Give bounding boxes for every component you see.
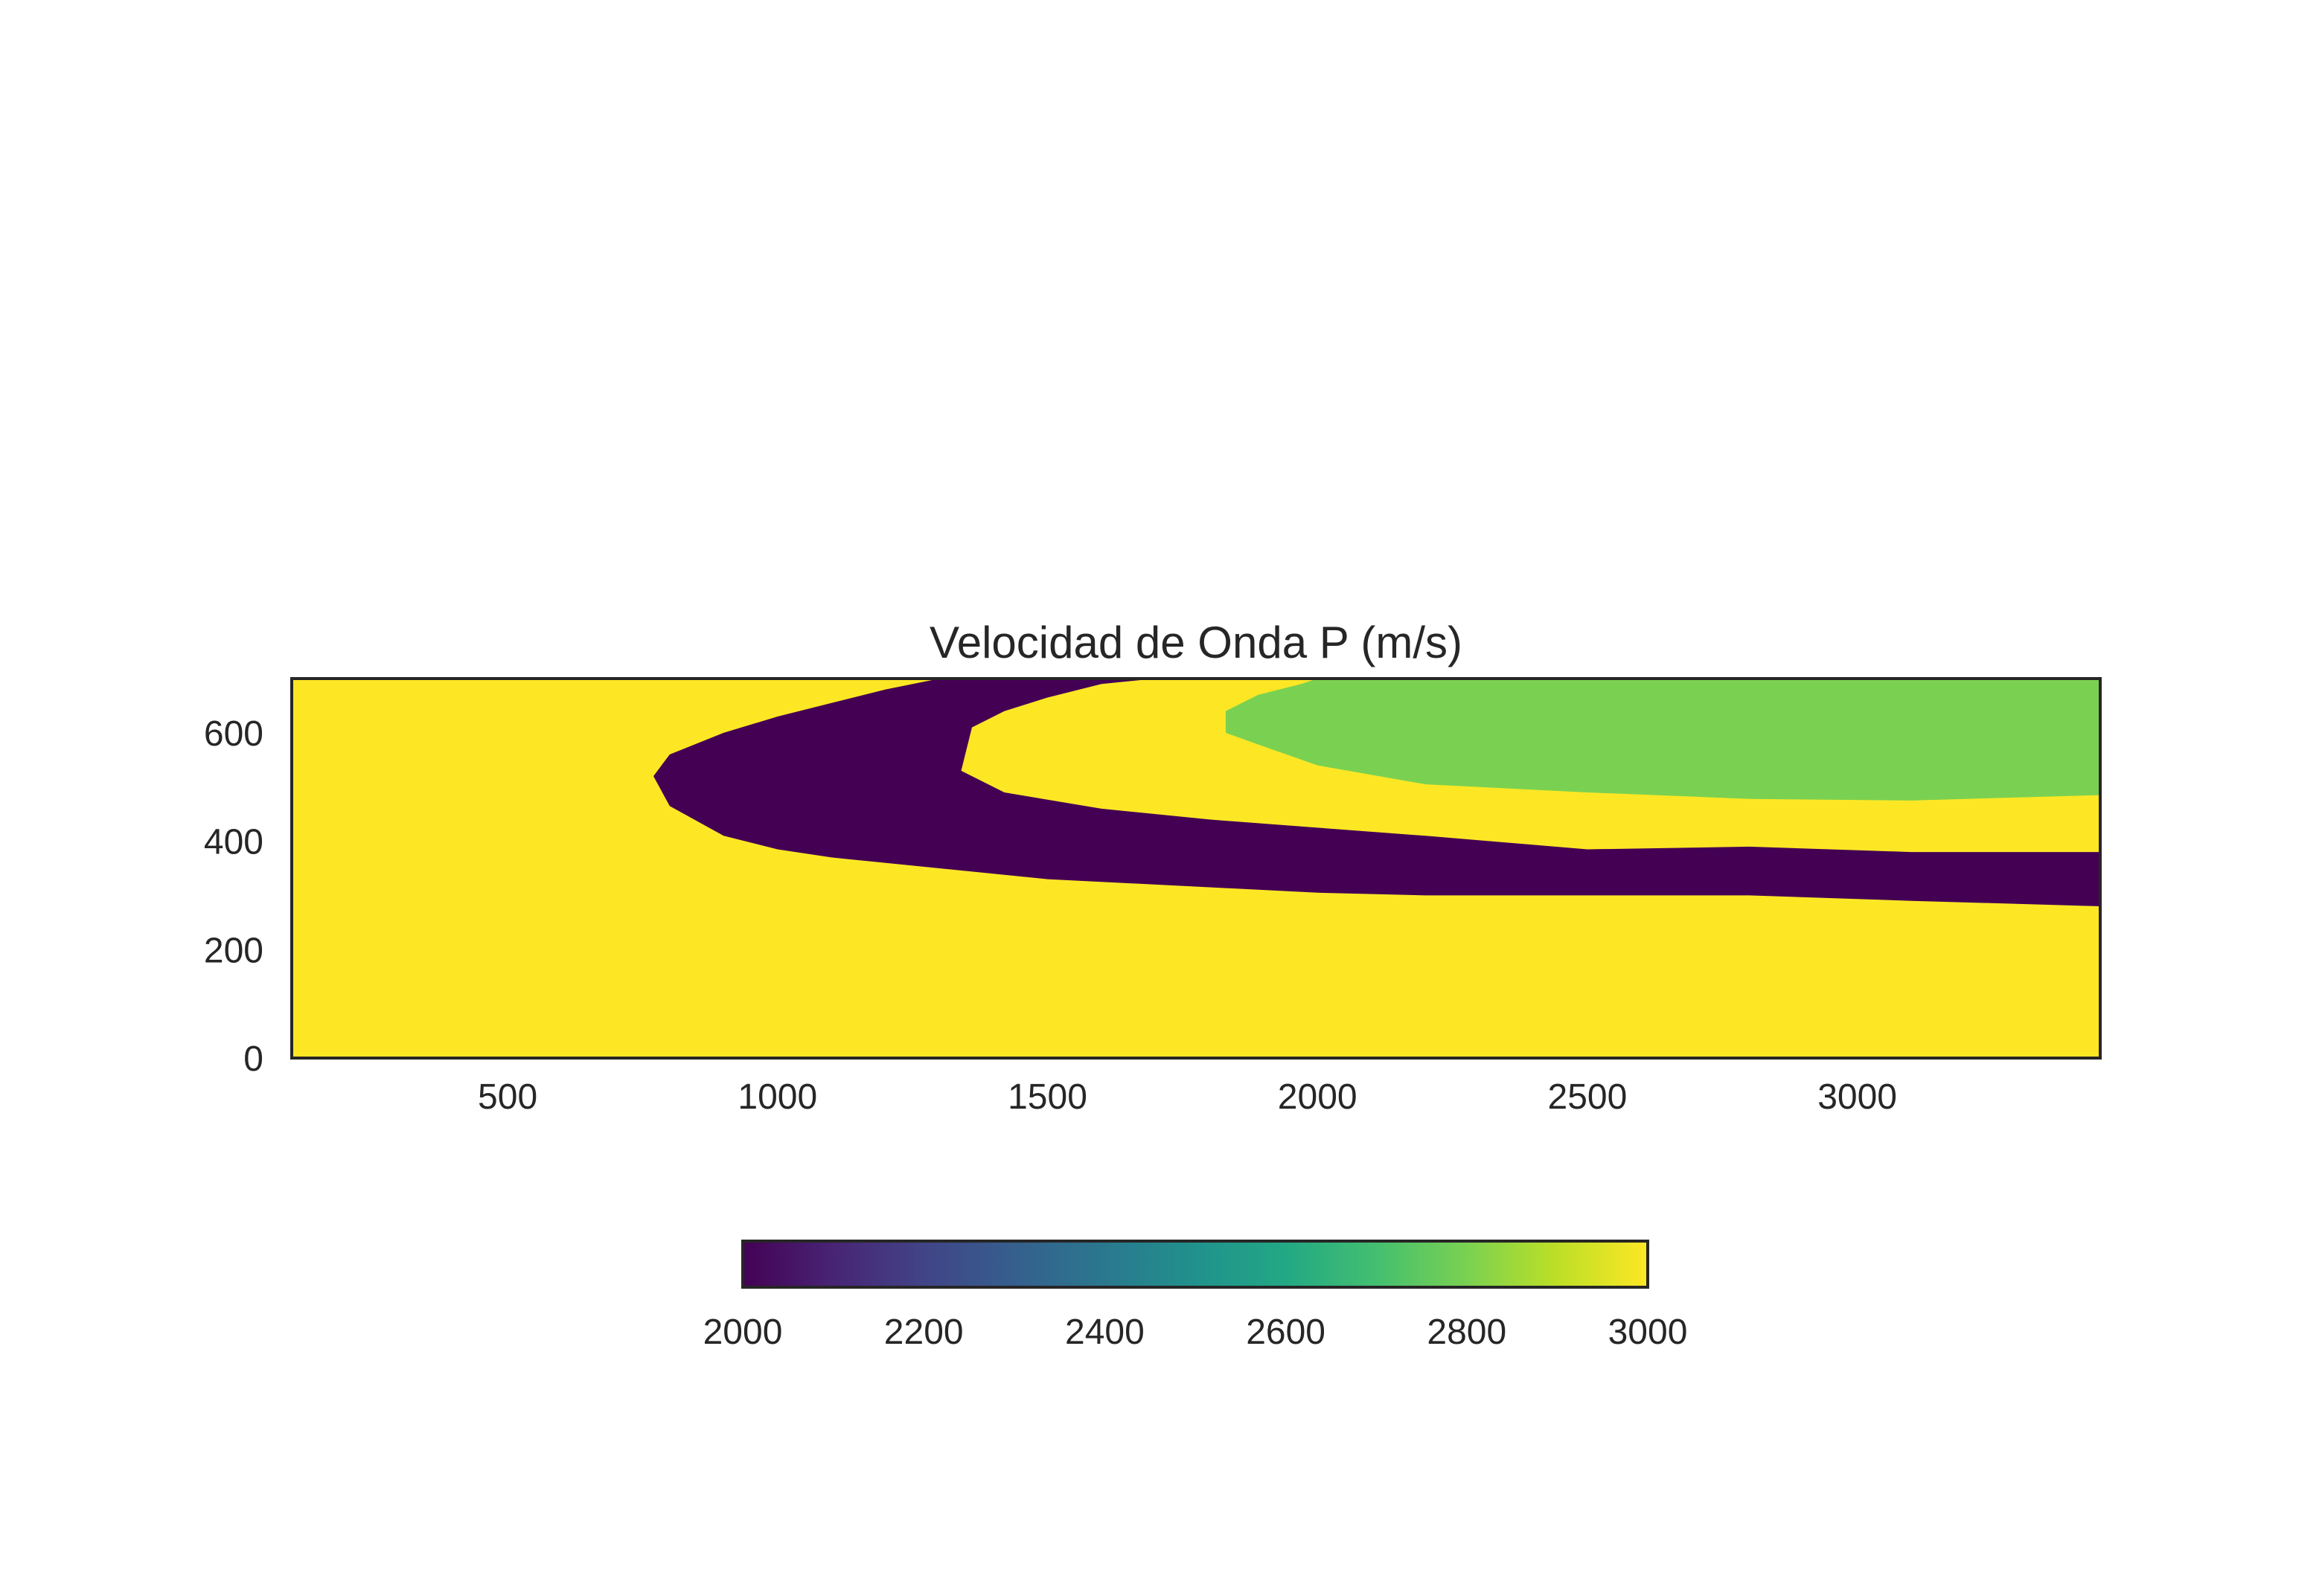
colorbar-tick-label: 2600 — [1246, 1313, 1325, 1352]
x-tick-label: 1000 — [738, 1077, 817, 1117]
chart-title: Velocidad de Onda P (m/s) — [930, 618, 1462, 667]
colorbar-tick-label: 3000 — [1608, 1313, 1688, 1352]
plot-frame — [290, 677, 2102, 1060]
y-axis: 0 200 400 600 — [204, 714, 263, 1079]
x-tick-label: 2500 — [1548, 1077, 1628, 1117]
colorbar-gradient — [741, 1240, 1649, 1289]
x-tick-label: 500 — [478, 1077, 537, 1117]
y-tick-label: 200 — [204, 931, 263, 970]
y-tick-label: 400 — [204, 823, 263, 862]
x-tick-label: 3000 — [1817, 1077, 1897, 1117]
colorbar-tick-label: 2000 — [703, 1313, 783, 1352]
y-tick-label: 0 — [243, 1039, 263, 1079]
region-low-velocity-wedge — [653, 679, 2100, 906]
x-axis: 500 1000 1500 2000 2500 3000 — [478, 1077, 1897, 1117]
colorbar: 2000 2200 2400 2600 2800 3000 — [703, 1240, 1688, 1352]
colorbar-tick-label: 2400 — [1065, 1313, 1145, 1352]
plot-area — [290, 677, 2102, 1060]
colorbar-tick-label: 2200 — [884, 1313, 964, 1352]
x-tick-label: 2000 — [1278, 1077, 1357, 1117]
region-upper-right-lens — [1225, 679, 2100, 801]
y-tick-label: 600 — [204, 714, 263, 754]
colorbar-tick-label: 2800 — [1427, 1313, 1506, 1352]
x-tick-label: 1500 — [1008, 1077, 1087, 1117]
